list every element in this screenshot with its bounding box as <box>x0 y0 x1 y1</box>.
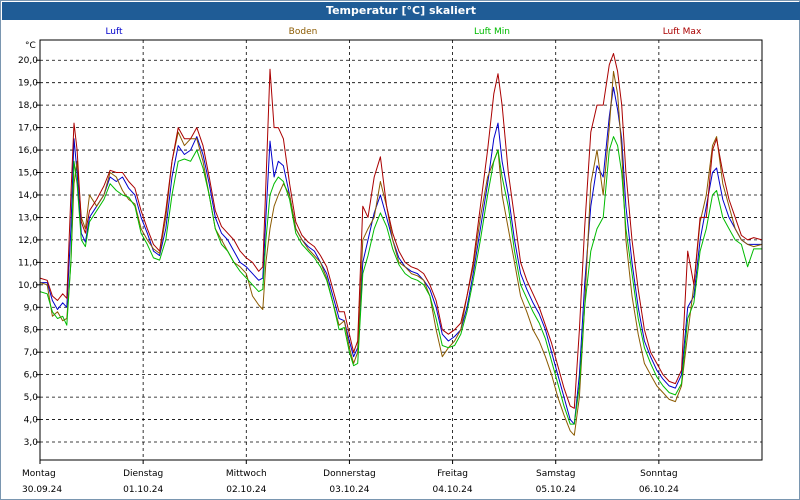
legend-luft-min: Luft Min <box>474 27 510 37</box>
y-tick-label: 9,0 <box>24 303 39 313</box>
y-tick-label: 19,0 <box>18 79 38 89</box>
x-tick-weekday: Dienstag <box>123 469 163 479</box>
y-tick-label: 8,0 <box>24 326 39 336</box>
y-tick-label: 11,0 <box>18 258 38 268</box>
x-tick-weekday: Freitag <box>437 469 468 479</box>
legend-boden: Boden <box>289 27 318 37</box>
series-lines <box>39 53 763 436</box>
y-tick-label: 5,0 <box>24 393 39 403</box>
grid <box>36 40 762 464</box>
series-line-luft-max <box>39 53 763 409</box>
series-line-boden <box>39 70 763 436</box>
x-tick-weekday: Donnerstag <box>323 469 376 479</box>
x-tick-weekday: Sonntag <box>640 469 677 479</box>
legend: Luft Boden Luft Min Luft Max <box>105 27 702 37</box>
x-tick-date: 04.10.24 <box>433 485 473 495</box>
y-tick-label: 14,0 <box>18 191 38 201</box>
y-axis-unit: °C <box>25 41 36 51</box>
y-tick-label: 16,0 <box>18 146 38 156</box>
y-tick-label: 3,0 <box>24 438 39 448</box>
x-tick-date: 30.09.24 <box>22 485 62 495</box>
x-tick-labels: Montag 30.09.24 Dienstag 01.10.24 Mittwoch 02… <box>22 469 679 495</box>
series-line-luft-min <box>39 136 762 425</box>
legend-luft: Luft <box>105 27 123 37</box>
y-tick-label: 15,0 <box>18 169 38 179</box>
y-tick-labels: 3,0 4,0 5,0 6,0 7,0 8,0 9,0 10,0 11,0 12,0 13,0 14,… <box>18 56 38 448</box>
x-tick-weekday: Mittwoch <box>226 469 267 479</box>
x-tick-weekday: Samstag <box>536 469 575 479</box>
y-tick-label: 18,0 <box>18 101 38 111</box>
y-tick-label: 13,0 <box>18 213 38 223</box>
x-tick-date: 01.10.24 <box>123 485 163 495</box>
y-tick-label: 7,0 <box>24 348 39 358</box>
y-tick-label: 6,0 <box>24 371 39 381</box>
x-tick-weekday: Montag <box>22 469 56 479</box>
y-tick-label: 4,0 <box>24 416 39 426</box>
x-tick-date: 06.10.24 <box>639 485 679 495</box>
legend-luft-max: Luft Max <box>663 27 702 37</box>
chart-title: Temperatur [°C] skaliert <box>2 2 800 20</box>
x-tick-date: 05.10.24 <box>536 485 576 495</box>
y-tick-label: 17,0 <box>18 124 38 134</box>
x-tick-date: 02.10.24 <box>226 485 266 495</box>
y-tick-label: 12,0 <box>18 236 38 246</box>
plot-border <box>39 39 763 461</box>
x-tick-date: 03.10.24 <box>329 485 369 495</box>
y-tick-label: 20,0 <box>18 56 38 66</box>
y-tick-label: 10,0 <box>18 281 38 291</box>
